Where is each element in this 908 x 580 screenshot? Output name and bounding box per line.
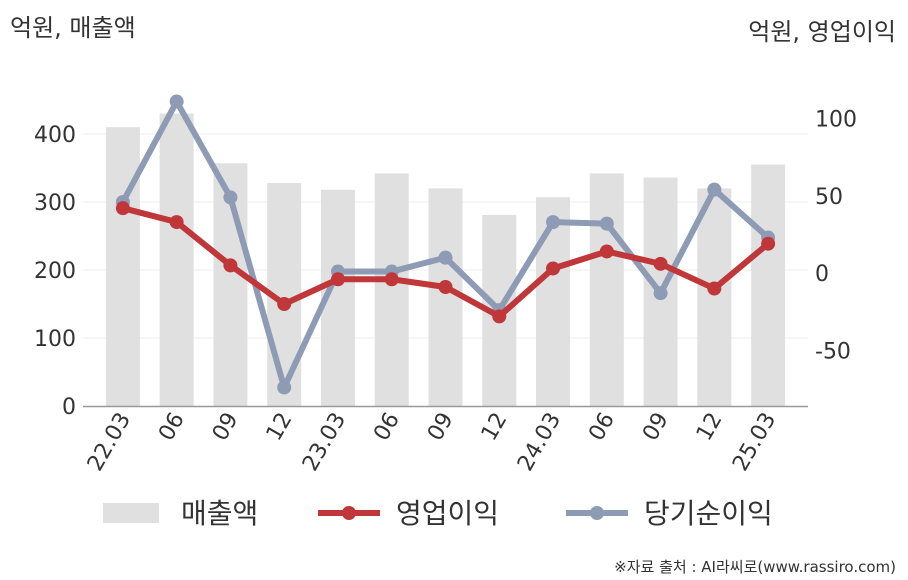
left-tick-label: 200 [34,259,76,284]
point [169,94,184,109]
left-axis-ticks: 0 100 200 300 400 [34,123,76,420]
legend-marker [342,506,356,520]
x-tick-label: 12 [692,409,728,446]
left-tick-label: 100 [34,327,76,352]
left-tick-label: 400 [34,123,76,148]
point [653,286,668,301]
x-tick-label: 06 [154,409,190,446]
bar [751,164,786,406]
x-tick-label: 12 [477,409,513,446]
bar [697,188,732,406]
point [384,272,399,287]
x-tick-label: 06 [369,409,405,446]
x-axis-ticks: 22.03 06 09 12 23.03 06 09 12 24.03 06 09 12 25.03 [83,409,781,476]
bar [159,113,194,406]
x-tick-label: 22.03 [83,409,136,476]
point [599,244,614,259]
point [761,236,776,251]
x-tick-label: 23.03 [298,409,351,476]
x-tick-label: 24.03 [513,409,566,476]
x-tick-label: 06 [584,409,620,446]
legend-swatch [103,503,159,523]
right-tick-label: 0 [815,262,829,287]
point [492,309,507,324]
x-tick-label: 25.03 [728,409,781,476]
right-tick-label: 50 [815,185,843,210]
legend-label: 매출액 [181,497,258,530]
legend-marker [590,506,604,520]
right-axis-ticks: -50 0 50 100 [815,108,857,365]
bar [589,173,624,406]
bar [374,173,409,406]
point [223,258,238,273]
point [707,281,722,296]
legend-label: 당기순이익 [644,497,773,530]
x-tick-label: 09 [208,409,244,446]
point [169,215,184,230]
point [277,380,292,395]
left-tick-label: 300 [34,191,76,216]
point [707,182,722,197]
point [599,216,614,231]
line-series [115,94,776,395]
point [546,261,561,276]
bar [105,127,140,406]
point [330,272,345,287]
legend-label: 영업이익 [396,497,499,530]
legend: 매출액 영업이익 당기순이익 [103,497,773,530]
point [115,201,130,216]
x-tick-label: 09 [423,409,459,446]
x-tick-label: 12 [262,409,298,446]
point [438,250,453,265]
right-axis-unit-label: 억원, 영업이익 [748,18,896,46]
point [653,256,668,271]
x-tick-label: 09 [638,409,674,446]
bar [428,188,463,406]
point [277,297,292,311]
source-note: ※자료 출처 : AI라씨로(www.rassiro.com) [614,558,896,576]
left-tick-label: 0 [62,395,76,420]
left-axis-unit-label: 억원, 매출액 [10,14,136,42]
right-tick-label: -50 [815,339,851,364]
point [223,190,238,205]
point [438,280,453,294]
right-tick-label: 100 [815,108,857,133]
point [546,215,561,230]
bar [536,197,571,406]
